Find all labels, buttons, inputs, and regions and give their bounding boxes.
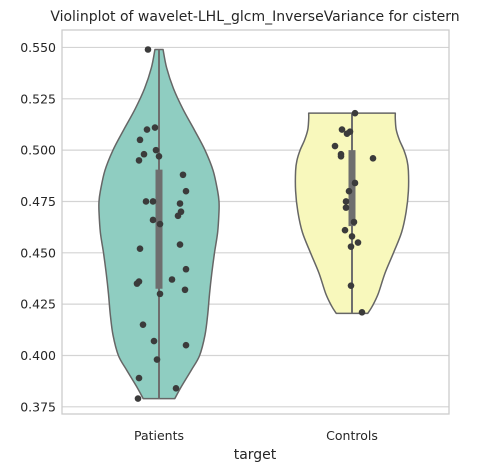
data-point xyxy=(348,233,356,240)
data-point xyxy=(153,356,161,363)
data-point xyxy=(351,179,359,187)
y-tick-label: 0.550 xyxy=(20,40,56,55)
data-point xyxy=(151,124,159,131)
data-point xyxy=(354,239,362,246)
data-point xyxy=(331,142,339,150)
point-layer xyxy=(133,46,377,402)
y-tick-labels: 0.375 0.400 0.425 0.450 0.475 0.500 0.525 0.550 xyxy=(20,40,56,414)
data-point xyxy=(350,218,358,226)
data-point xyxy=(168,276,176,283)
y-tick-label: 0.500 xyxy=(20,143,56,158)
data-point xyxy=(144,46,152,53)
data-point xyxy=(155,152,163,160)
chart-title: Violinplot of wavelet-LHL_glcm_InverseVa… xyxy=(50,9,459,25)
data-point xyxy=(172,385,180,392)
data-point xyxy=(343,130,351,138)
data-point xyxy=(136,136,144,144)
data-point xyxy=(345,187,353,195)
data-point xyxy=(149,198,157,205)
data-point xyxy=(133,280,141,287)
data-point xyxy=(174,212,182,220)
data-point xyxy=(135,157,143,164)
data-point xyxy=(179,171,187,179)
x-tick-label-controls: Controls xyxy=(326,428,378,443)
data-point xyxy=(142,198,150,205)
data-point xyxy=(139,321,147,328)
data-point xyxy=(351,109,359,117)
y-tick-label: 0.525 xyxy=(20,91,56,106)
data-point xyxy=(156,290,164,298)
data-point xyxy=(136,245,144,252)
data-point xyxy=(347,282,355,289)
x-axis-label: target xyxy=(234,447,277,463)
data-point xyxy=(358,309,366,316)
plot-frame xyxy=(61,29,450,415)
quartile-box-patients xyxy=(155,169,163,289)
y-tick-label: 0.375 xyxy=(20,399,56,414)
data-point xyxy=(156,220,164,228)
x-tick-label-patients: Patients xyxy=(134,428,184,443)
data-point xyxy=(176,241,184,248)
data-point xyxy=(182,265,190,273)
data-point xyxy=(182,341,190,349)
data-point xyxy=(135,374,143,382)
data-point xyxy=(176,200,184,207)
data-point xyxy=(181,286,189,294)
y-tick-label: 0.450 xyxy=(20,245,56,260)
data-point xyxy=(150,337,158,345)
data-point xyxy=(134,395,142,402)
x-tick-labels: Patients Controls xyxy=(134,428,378,443)
data-point xyxy=(347,243,355,250)
data-point xyxy=(143,126,151,133)
data-point xyxy=(369,155,377,162)
data-point xyxy=(342,198,350,205)
y-tick-label: 0.425 xyxy=(20,297,56,312)
y-tick-label: 0.400 xyxy=(20,348,56,363)
y-tick-label: 0.475 xyxy=(20,194,56,209)
data-point xyxy=(337,152,345,160)
data-point xyxy=(338,126,346,133)
violin-layer xyxy=(98,48,410,400)
data-point xyxy=(341,226,349,234)
data-point xyxy=(140,150,148,158)
data-point xyxy=(182,187,190,195)
quartile-box-controls xyxy=(348,150,356,227)
data-point xyxy=(342,204,350,211)
data-point xyxy=(149,216,157,224)
data-point xyxy=(152,146,160,154)
